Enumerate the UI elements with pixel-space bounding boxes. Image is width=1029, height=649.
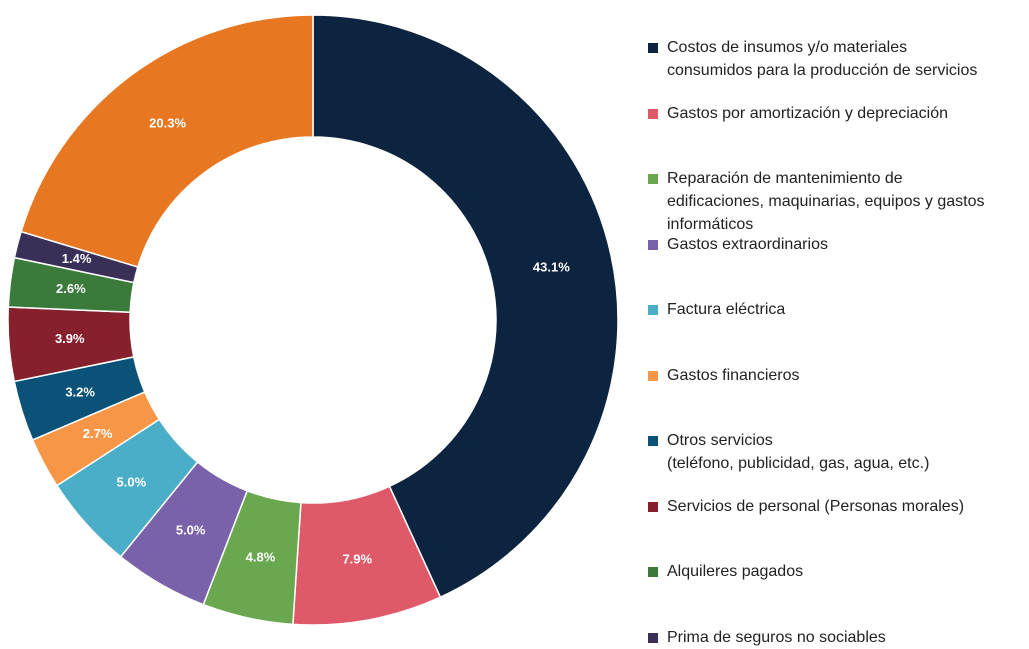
legend-item: Prima de seguros no sociables <box>648 626 886 649</box>
data-label: 5.0% <box>176 523 206 538</box>
legend-label: Servicios de personal (Personas morales) <box>667 497 965 515</box>
data-label: 5.0% <box>117 474 147 489</box>
donut-slice <box>20 14 314 268</box>
legend-swatch <box>648 305 658 315</box>
data-label: 3.9% <box>55 331 85 346</box>
legend-item: Factura eléctrica <box>648 298 785 321</box>
legend-label: Factura eléctrica <box>667 301 786 318</box>
legend-swatch <box>648 501 658 512</box>
legend-item: Gastos extraordinarios <box>648 233 828 256</box>
legend-swatch <box>648 43 658 53</box>
legend-swatch <box>648 239 658 250</box>
legend-swatch <box>648 632 658 643</box>
data-label: 2.7% <box>83 426 113 441</box>
legend-item: Reparación de mantenimiento de edificaci… <box>648 167 985 236</box>
data-label: 2.6% <box>56 281 86 296</box>
legend-label: Gastos financieros <box>667 366 800 384</box>
legend-item: Servicios de personal (Personas morales) <box>648 495 964 518</box>
legend-item: Alquileres pagados <box>648 560 803 583</box>
legend-label: Reparación de mantenimiento de edificaci… <box>667 170 985 233</box>
legend-swatch <box>648 108 658 119</box>
legend-label: Gastos por amortización y depreciación <box>667 104 949 122</box>
legend-item: Gastos financieros <box>648 364 800 387</box>
data-label: 3.2% <box>65 384 95 399</box>
legend-label: Prima de seguros no sociables <box>667 628 886 646</box>
legend-label: Otros servicios (teléfono, publicidad, g… <box>667 432 930 472</box>
data-label: 20.3% <box>149 115 186 130</box>
data-label: 1.4% <box>62 251 92 266</box>
legend-swatch <box>648 370 658 381</box>
chart: 43.1% 7.9% 4.8% 5.0% 5.0% 2.7% 3.2% 3.9% 2.6% 1.4… <box>7 14 619 626</box>
legend-swatch <box>648 174 658 184</box>
legend-label: Alquileres pagados <box>667 563 804 580</box>
legend-item: Otros servicios (teléfono, publicidad, g… <box>648 429 929 475</box>
legend-swatch <box>648 436 658 446</box>
legend-swatch <box>648 567 658 577</box>
legend-label: Costos de insumos y/o materiales consumi… <box>667 39 978 79</box>
donut-slice <box>312 14 619 599</box>
legend-item: Gastos por amortización y depreciación <box>648 102 948 125</box>
legend-label: Gastos extraordinarios <box>667 235 828 253</box>
data-label: 7.9% <box>342 551 372 566</box>
data-label: 43.1% <box>533 259 570 274</box>
legend-item: Costos de insumos y/o materiales consumi… <box>648 36 977 82</box>
data-label: 4.8% <box>246 550 276 565</box>
